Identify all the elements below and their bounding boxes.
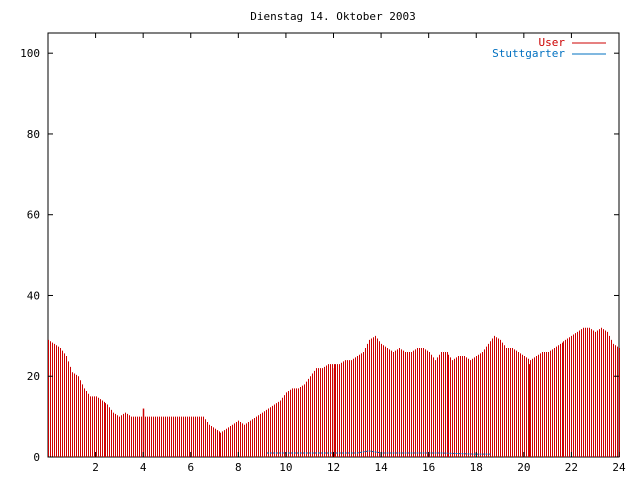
x-tick-label: 14 — [374, 461, 388, 474]
y-tick-label: 20 — [27, 370, 40, 383]
x-tick-label: 4 — [140, 461, 147, 474]
y-tick-label: 80 — [27, 128, 40, 141]
x-tick-label: 16 — [422, 461, 435, 474]
y-tick-label: 0 — [33, 451, 40, 464]
x-tick-label: 6 — [187, 461, 194, 474]
legend: User Stuttgarter — [492, 36, 606, 60]
x-tick-label: 12 — [327, 461, 340, 474]
x-tick-label: 8 — [235, 461, 242, 474]
y-tick-label: 100 — [20, 47, 40, 60]
stuttgarter-series — [266, 450, 491, 455]
x-axis: 2 4 6 8 10 12 14 16 18 20 22 24 — [92, 33, 626, 474]
x-tick-label: 24 — [612, 461, 626, 474]
x-tick-label: 10 — [279, 461, 292, 474]
plot-frame — [47, 32, 620, 458]
x-tick-label: 20 — [517, 461, 530, 474]
stuttgarter-line — [266, 450, 491, 455]
y-tick-label: 60 — [27, 209, 40, 222]
y-tick-label: 40 — [27, 289, 40, 302]
x-tick-label: 2 — [92, 461, 99, 474]
legend-label-user: User — [539, 36, 566, 49]
legend-label-stuttgarter: Stuttgarter — [492, 47, 565, 60]
x-tick-label: 22 — [565, 461, 578, 474]
user-bars — [48, 327, 620, 457]
x-tick-label: 18 — [470, 461, 483, 474]
y-axis: 0 20 40 60 80 100 — [20, 47, 619, 464]
chart-title: Dienstag 14. Oktober 2003 — [250, 10, 416, 23]
